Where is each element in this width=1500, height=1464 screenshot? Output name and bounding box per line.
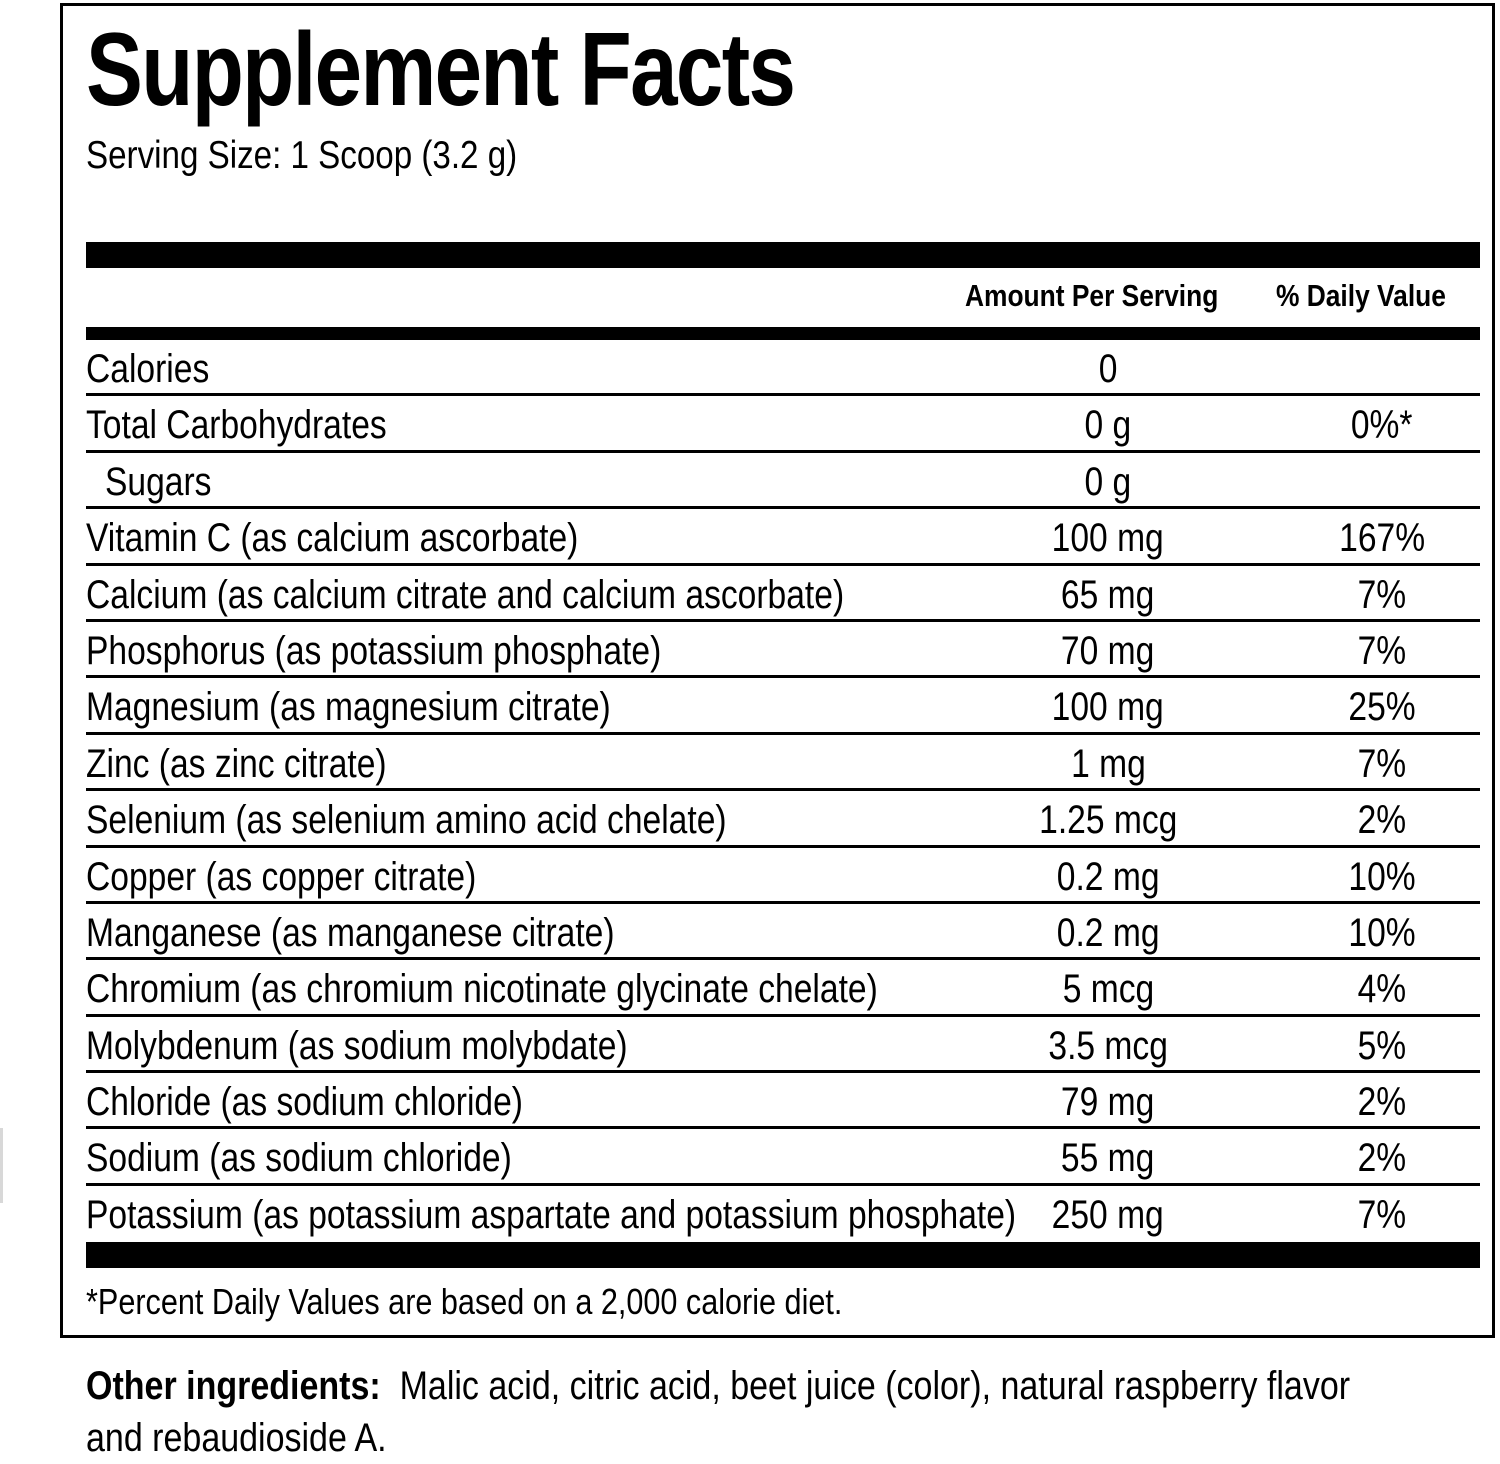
nutrient-amount: 100 mg <box>1051 516 1165 561</box>
nutrient-row-zinc: Zinc (as zinc citrate) 1 mg 7% <box>86 735 1480 792</box>
nutrient-row-calcium: Calcium (as calcium citrate and calcium … <box>86 566 1480 622</box>
nutrient-daily-value: 0%* <box>1351 403 1413 448</box>
label-title: Supplement Facts <box>86 12 796 128</box>
nutrient-amount: 0.2 mg <box>1056 910 1160 955</box>
edge-mark <box>0 1128 3 1203</box>
nutrient-row-chromium: Chromium (as chromium nicotinate glycina… <box>86 960 1480 1017</box>
nutrient-daily-value: 2% <box>1357 1136 1407 1181</box>
nutrient-row-sodium: Sodium (as sodium chloride) 55 mg 2% <box>86 1129 1480 1186</box>
other-ingredients-label: Other ingredients: <box>86 1364 381 1408</box>
nutrient-amount: 0 <box>1098 347 1118 391</box>
supplement-facts-panel <box>60 3 1495 1338</box>
nutrient-daily-value: 10% <box>1348 854 1416 899</box>
divider-under-headers <box>86 327 1480 340</box>
nutrient-row-vitamin-c: Vitamin C (as calcium ascorbate) 100 mg … <box>86 509 1480 566</box>
nutrient-amount: 0 g <box>1084 403 1132 448</box>
nutrient-amount: 1.25 mcg <box>1038 798 1178 843</box>
nutrient-name: Potassium (as potassium aspartate and po… <box>86 1192 1017 1237</box>
nutrient-daily-value: 167% <box>1339 516 1425 561</box>
thick-divider-bottom <box>86 1242 1480 1268</box>
nutrient-row-potassium: Potassium (as potassium aspartate and po… <box>86 1186 1480 1242</box>
nutrient-name: Calcium (as calcium citrate and calcium … <box>86 572 845 617</box>
nutrient-daily-value: 25% <box>1348 685 1416 730</box>
nutrient-row-sugars: Sugars 0 g <box>86 453 1480 510</box>
nutrient-name: Sodium (as sodium chloride) <box>86 1136 512 1181</box>
nutrient-amount: 1 mg <box>1070 741 1146 786</box>
nutrient-name: Phosphorus (as potassium phosphate) <box>86 628 662 673</box>
nutrient-amount: 250 mg <box>1051 1192 1165 1237</box>
nutrient-name: Sugars <box>105 459 212 504</box>
nutrient-amount: 55 mg <box>1061 1136 1155 1181</box>
nutrient-name: Total Carbohydrates <box>86 403 387 448</box>
nutrient-name: Molybdenum (as sodium molybdate) <box>86 1023 628 1068</box>
nutrient-row-magnesium: Magnesium (as magnesium citrate) 100 mg … <box>86 678 1480 735</box>
nutrient-amount: 70 mg <box>1061 628 1155 673</box>
nutrient-daily-value: 10% <box>1348 910 1416 955</box>
nutrient-name: Manganese (as manganese citrate) <box>86 910 615 955</box>
nutrient-name: Vitamin C (as calcium ascorbate) <box>86 516 579 561</box>
nutrient-name: Selenium (as selenium amino acid chelate… <box>86 798 727 843</box>
column-header-amount: Amount Per Serving <box>965 278 1219 313</box>
nutrient-amount: 3.5 mcg <box>1048 1023 1168 1068</box>
nutrient-name: Chromium (as chromium nicotinate glycina… <box>86 967 878 1012</box>
nutrient-row-selenium: Selenium (as selenium amino acid chelate… <box>86 791 1480 848</box>
daily-value-footnote: *Percent Daily Values are based on a 2,0… <box>86 1281 843 1322</box>
nutrient-row-calories: Calories 0 <box>86 340 1480 397</box>
nutrient-daily-value: 7% <box>1357 628 1407 673</box>
nutrient-amount: 0.2 mg <box>1056 854 1160 899</box>
nutrient-name: Calories <box>86 347 210 391</box>
nutrient-row-copper: Copper (as copper citrate) 0.2 mg 10% <box>86 848 1480 904</box>
nutrient-name: Magnesium (as magnesium citrate) <box>86 685 611 730</box>
nutrient-name: Copper (as copper citrate) <box>86 854 477 899</box>
nutrient-row-phosphorus: Phosphorus (as potassium phosphate) 70 m… <box>86 622 1480 679</box>
nutrient-daily-value: 7% <box>1357 572 1407 617</box>
nutrient-amount: 65 mg <box>1061 572 1155 617</box>
other-ingredients: Other ingredients: Malic acid, citric ac… <box>86 1360 1412 1464</box>
nutrient-daily-value: 5% <box>1357 1023 1407 1068</box>
nutrient-row-manganese: Manganese (as manganese citrate) 0.2 mg … <box>86 904 1480 961</box>
nutrient-row-molybdenum: Molybdenum (as sodium molybdate) 3.5 mcg… <box>86 1017 1480 1074</box>
nutrient-row-chloride: Chloride (as sodium chloride) 79 mg 2% <box>86 1073 1480 1130</box>
thick-divider-top <box>86 242 1480 268</box>
column-header-daily-value: % Daily Value <box>1276 278 1446 313</box>
nutrient-amount: 79 mg <box>1061 1080 1155 1125</box>
nutrient-row-total-carbohydrates: Total Carbohydrates 0 g 0%* <box>86 396 1480 453</box>
nutrient-name: Chloride (as sodium chloride) <box>86 1080 523 1125</box>
nutrient-amount: 100 mg <box>1051 685 1165 730</box>
serving-size: Serving Size: 1 Scoop (3.2 g) <box>86 134 518 177</box>
nutrient-amount: 0 g <box>1084 459 1132 504</box>
nutrient-daily-value: 7% <box>1357 1192 1407 1237</box>
nutrient-daily-value: 4% <box>1357 967 1407 1012</box>
nutrient-table: Calories 0 Total Carbohydrates 0 g 0%* S… <box>86 340 1480 1242</box>
nutrient-daily-value: 2% <box>1357 798 1407 843</box>
nutrient-name: Zinc (as zinc citrate) <box>86 741 387 786</box>
nutrient-daily-value: 2% <box>1357 1080 1407 1125</box>
nutrient-amount: 5 mcg <box>1062 967 1154 1012</box>
nutrient-daily-value: 7% <box>1357 741 1407 786</box>
